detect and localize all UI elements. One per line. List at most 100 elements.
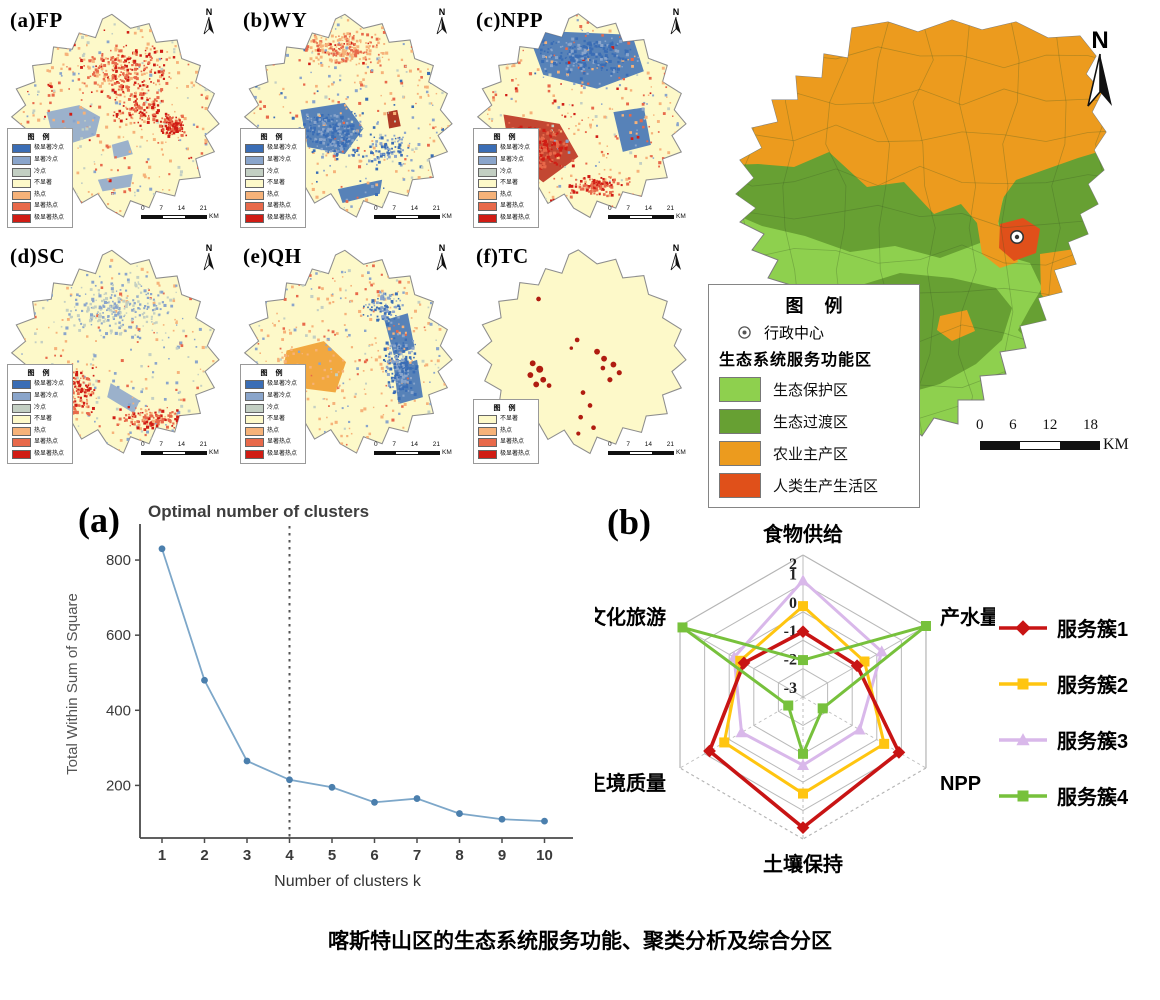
legend-label: 不显著 bbox=[500, 180, 519, 187]
zone-legend-item: 农业主产区 bbox=[719, 441, 909, 466]
legend-item: 不显著 bbox=[245, 179, 301, 189]
scalebar-segment bbox=[184, 215, 206, 218]
zoning-legend: 图 例 行政中心 生态系统服务功能区 生态保护区生态过渡区农业主产区人类生产生活… bbox=[708, 284, 920, 508]
legend-swatch bbox=[478, 156, 497, 166]
scalebar-segment bbox=[396, 451, 418, 454]
scalebar-bar bbox=[608, 450, 674, 455]
series-marker bbox=[719, 737, 730, 748]
legend-item: 极显著冷点 bbox=[12, 144, 68, 154]
legend-label: 冷点 bbox=[267, 404, 280, 411]
legend-swatch bbox=[245, 426, 264, 436]
zone-label: 人类生产生活区 bbox=[773, 478, 879, 495]
scalebar-segment bbox=[609, 451, 631, 454]
scalebar-segment bbox=[142, 451, 164, 454]
admin-center-label: 行政中心 bbox=[764, 325, 825, 342]
scalebar-unit: KM bbox=[442, 213, 452, 220]
zone-swatch bbox=[719, 441, 761, 466]
legend-label: 不显著 bbox=[267, 180, 286, 187]
legend-swatch bbox=[245, 190, 264, 200]
legend-swatch bbox=[245, 392, 264, 402]
series-marker bbox=[797, 574, 809, 586]
series-marker bbox=[879, 738, 890, 749]
legend-label: 热点 bbox=[500, 427, 513, 434]
legend-swatch bbox=[12, 403, 31, 413]
elbow-chart: 200 400 600 800 1 2 3 4 5 6 7 8 9 10 Optimal number of… bbox=[64, 502, 573, 890]
series-marker bbox=[797, 758, 809, 770]
legend-label: 不显著 bbox=[34, 416, 53, 423]
chart-title: Optimal number of clusters bbox=[148, 502, 369, 521]
series-marker bbox=[677, 622, 688, 633]
zone-legend-item: 生态过渡区 bbox=[719, 409, 909, 434]
elbow-point bbox=[328, 783, 336, 791]
zone-legend-items: 生态保护区生态过渡区农业主产区人类生产生活区 bbox=[719, 377, 909, 498]
panel-label: (f)TC bbox=[476, 244, 529, 268]
legend-item: 热点 bbox=[478, 426, 534, 436]
panel-label: (d)SC bbox=[10, 244, 66, 268]
series-marker bbox=[798, 748, 808, 759]
legend-label: 热点 bbox=[267, 427, 280, 434]
scalebar-unit: KM bbox=[676, 449, 686, 456]
legend-label: 极显著热点 bbox=[267, 215, 298, 221]
legend-item: 显著冷点 bbox=[245, 392, 301, 402]
legend-label: 热点 bbox=[34, 427, 47, 434]
legend-swatch bbox=[478, 426, 497, 436]
legend-label: 显著冷点 bbox=[267, 157, 292, 164]
x-tick-label: 10 bbox=[536, 847, 553, 864]
scalebar-bar bbox=[141, 450, 207, 455]
scalebar: 0 7 14 21 KM bbox=[141, 441, 223, 456]
legend-label: 冷点 bbox=[500, 168, 513, 175]
north-arrow: N bbox=[434, 244, 450, 277]
legend-item: 极显著冷点 bbox=[12, 380, 68, 390]
north-arrow-icon bbox=[203, 252, 214, 271]
legend-swatch bbox=[12, 144, 31, 154]
legend-label: 极显著热点 bbox=[34, 215, 65, 221]
series-marker bbox=[798, 788, 808, 799]
series-marker bbox=[920, 621, 931, 631]
legend-item: 极显著冷点 bbox=[245, 144, 301, 154]
north-arrow: N bbox=[668, 244, 684, 277]
scalebar-unit: KM bbox=[676, 213, 686, 220]
scalebar-segment bbox=[142, 215, 164, 218]
figure-caption: 喀斯特山区的生态系统服务功能、聚类分析及综合分区 bbox=[328, 930, 832, 953]
legend-swatch bbox=[245, 144, 264, 154]
legend-label: 显著热点 bbox=[500, 439, 525, 446]
legend-swatch bbox=[245, 450, 264, 459]
x-tick-label: 7 bbox=[413, 847, 421, 864]
legend-swatch bbox=[245, 415, 264, 425]
legend-title: 图 例 bbox=[493, 404, 519, 412]
scalebar-segment bbox=[375, 451, 397, 454]
elbow-point bbox=[371, 798, 378, 806]
scalebar-segment bbox=[630, 215, 652, 218]
legend-label: 显著热点 bbox=[267, 439, 292, 446]
series-marker bbox=[1015, 619, 1031, 636]
series-marker bbox=[875, 645, 888, 657]
legend-item: 极显著冷点 bbox=[478, 144, 534, 154]
panel-label: (b)WY bbox=[243, 8, 308, 32]
zone-label: 生态保护区 bbox=[773, 382, 849, 399]
admin-center-icon bbox=[738, 326, 751, 339]
elbow-point bbox=[201, 676, 208, 684]
legend-item: 极显著热点 bbox=[245, 450, 301, 459]
legend-item: 冷点 bbox=[12, 167, 68, 177]
series-marker bbox=[853, 723, 866, 735]
north-arrow-icon bbox=[670, 252, 681, 271]
legend-swatch bbox=[245, 202, 264, 212]
zone-legend-item: 生态保护区 bbox=[719, 377, 909, 402]
legend-item: 显著热点 bbox=[245, 202, 301, 212]
legend-item: 不显著 bbox=[478, 415, 534, 425]
legend-title: 图 例 bbox=[785, 296, 851, 316]
legend-item: 极显著热点 bbox=[12, 214, 68, 223]
legend-swatch bbox=[478, 438, 497, 448]
legend-item: 显著热点 bbox=[478, 438, 534, 448]
north-arrow-icon bbox=[670, 16, 681, 35]
legend-item: 不显著 bbox=[245, 415, 301, 425]
legend-subtitle: 生态系统服务功能区 bbox=[719, 352, 873, 369]
legend-marker bbox=[999, 790, 1047, 801]
scalebar: 0 7 14 21 KM bbox=[374, 205, 456, 220]
scalebar-ticks: 0 6 12 18 bbox=[976, 417, 1098, 433]
scalebar-unit: KM bbox=[1103, 436, 1129, 453]
scalebar-ticks: 0 7 14 21 bbox=[374, 205, 440, 212]
radar-category-label: 产水量 bbox=[940, 605, 995, 629]
legend-swatch bbox=[478, 202, 497, 212]
